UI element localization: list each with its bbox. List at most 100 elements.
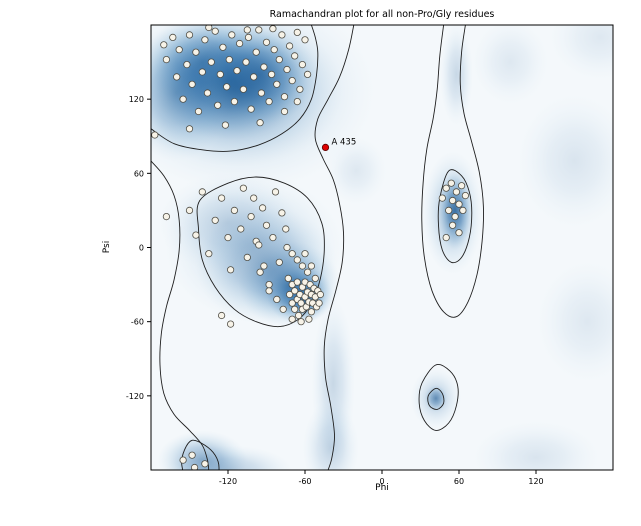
residue-point	[283, 65, 291, 74]
density-blob	[548, 25, 613, 81]
y-tick-label: -120	[126, 392, 144, 401]
contour-line	[421, 25, 484, 318]
residue-point	[252, 48, 260, 56]
residue-point	[301, 36, 309, 44]
residue-point	[256, 268, 264, 276]
residue-point	[211, 216, 219, 224]
residue-point	[311, 274, 319, 282]
residue-point	[288, 250, 296, 258]
residue-point	[452, 188, 460, 196]
residue-point	[151, 131, 159, 139]
contour-line	[427, 387, 445, 410]
residue-point	[315, 299, 323, 307]
residue-point	[185, 206, 194, 214]
y-tick-label: -60	[131, 318, 144, 327]
residue-point	[284, 274, 292, 282]
residue-point	[293, 28, 301, 37]
residue-point	[279, 305, 287, 313]
residue-point	[307, 262, 315, 270]
residue-point	[291, 287, 299, 295]
residue-point	[224, 234, 232, 242]
residue-point	[162, 213, 170, 221]
residue-point	[255, 241, 263, 249]
density-blob	[536, 259, 613, 384]
residue-point	[298, 60, 306, 69]
density-blob	[325, 136, 388, 206]
residue-point	[269, 234, 277, 242]
residue-point	[297, 318, 305, 326]
residue-point	[303, 268, 312, 276]
density-blob	[471, 25, 549, 106]
residue-point	[278, 209, 286, 217]
x-axis-label: Phi	[375, 483, 389, 493]
residue-point	[283, 243, 291, 252]
density-blob	[163, 445, 293, 470]
residue-point	[218, 311, 226, 320]
residue-point	[183, 60, 191, 69]
residue-point	[291, 52, 299, 60]
residue-point	[262, 38, 271, 46]
residue-point	[282, 225, 290, 233]
residue-point	[188, 80, 196, 88]
y-tick-label: 0	[139, 244, 144, 253]
residue-point	[219, 43, 227, 51]
residue-point	[280, 93, 289, 101]
residue-point	[265, 280, 273, 289]
residue-point	[237, 225, 245, 233]
contour-line	[437, 169, 473, 264]
residue-point	[203, 89, 212, 97]
residue-point	[242, 58, 250, 66]
residue-point	[192, 231, 200, 239]
residue-point	[227, 320, 235, 328]
residue-point	[455, 229, 463, 237]
residue-point	[243, 253, 251, 261]
residue-point	[293, 256, 301, 264]
residue-point	[247, 105, 255, 113]
residue-point	[239, 184, 247, 192]
highlighted-residue-point	[321, 143, 330, 151]
residue-point	[442, 234, 450, 242]
residue-point	[216, 70, 224, 79]
residue-point	[201, 460, 209, 468]
residue-point	[448, 221, 457, 229]
residue-point	[160, 41, 168, 49]
residue-point	[298, 262, 306, 270]
residue-point	[185, 125, 194, 133]
density-blob	[439, 25, 474, 127]
x-tick-label: 120	[528, 477, 543, 486]
residue-point	[271, 188, 280, 196]
residue-point	[205, 25, 213, 32]
residue-point	[162, 55, 170, 64]
residue-point	[260, 262, 268, 270]
residue-point	[273, 80, 281, 88]
residue-point	[207, 58, 215, 66]
y-tick-label: 120	[129, 95, 144, 104]
residue-point	[294, 311, 303, 320]
contour-line	[151, 25, 319, 152]
residue-point	[288, 299, 296, 307]
density-blob	[471, 420, 601, 470]
x-tick-label: 60	[454, 477, 464, 486]
residue-point	[260, 63, 268, 71]
residue-point	[265, 287, 273, 295]
residue-point	[451, 213, 459, 221]
residue-point	[296, 85, 304, 93]
residue-point	[273, 295, 281, 303]
residue-point	[288, 315, 296, 323]
residue-point	[288, 77, 296, 85]
residue-point	[438, 194, 446, 202]
residue-point	[278, 31, 286, 39]
residue-point	[269, 25, 277, 33]
residue-point	[291, 305, 299, 313]
residue-point	[280, 107, 289, 116]
plot-title: Ramachandran plot for all non-Pro/Gly re…	[269, 9, 495, 20]
residue-point	[198, 68, 206, 76]
residue-point	[211, 27, 219, 35]
residue-point	[275, 55, 283, 64]
residue-point	[179, 95, 187, 103]
residue-point	[455, 200, 463, 208]
residue-point	[244, 33, 253, 42]
residue-point	[257, 89, 265, 97]
residue-point	[230, 206, 238, 214]
